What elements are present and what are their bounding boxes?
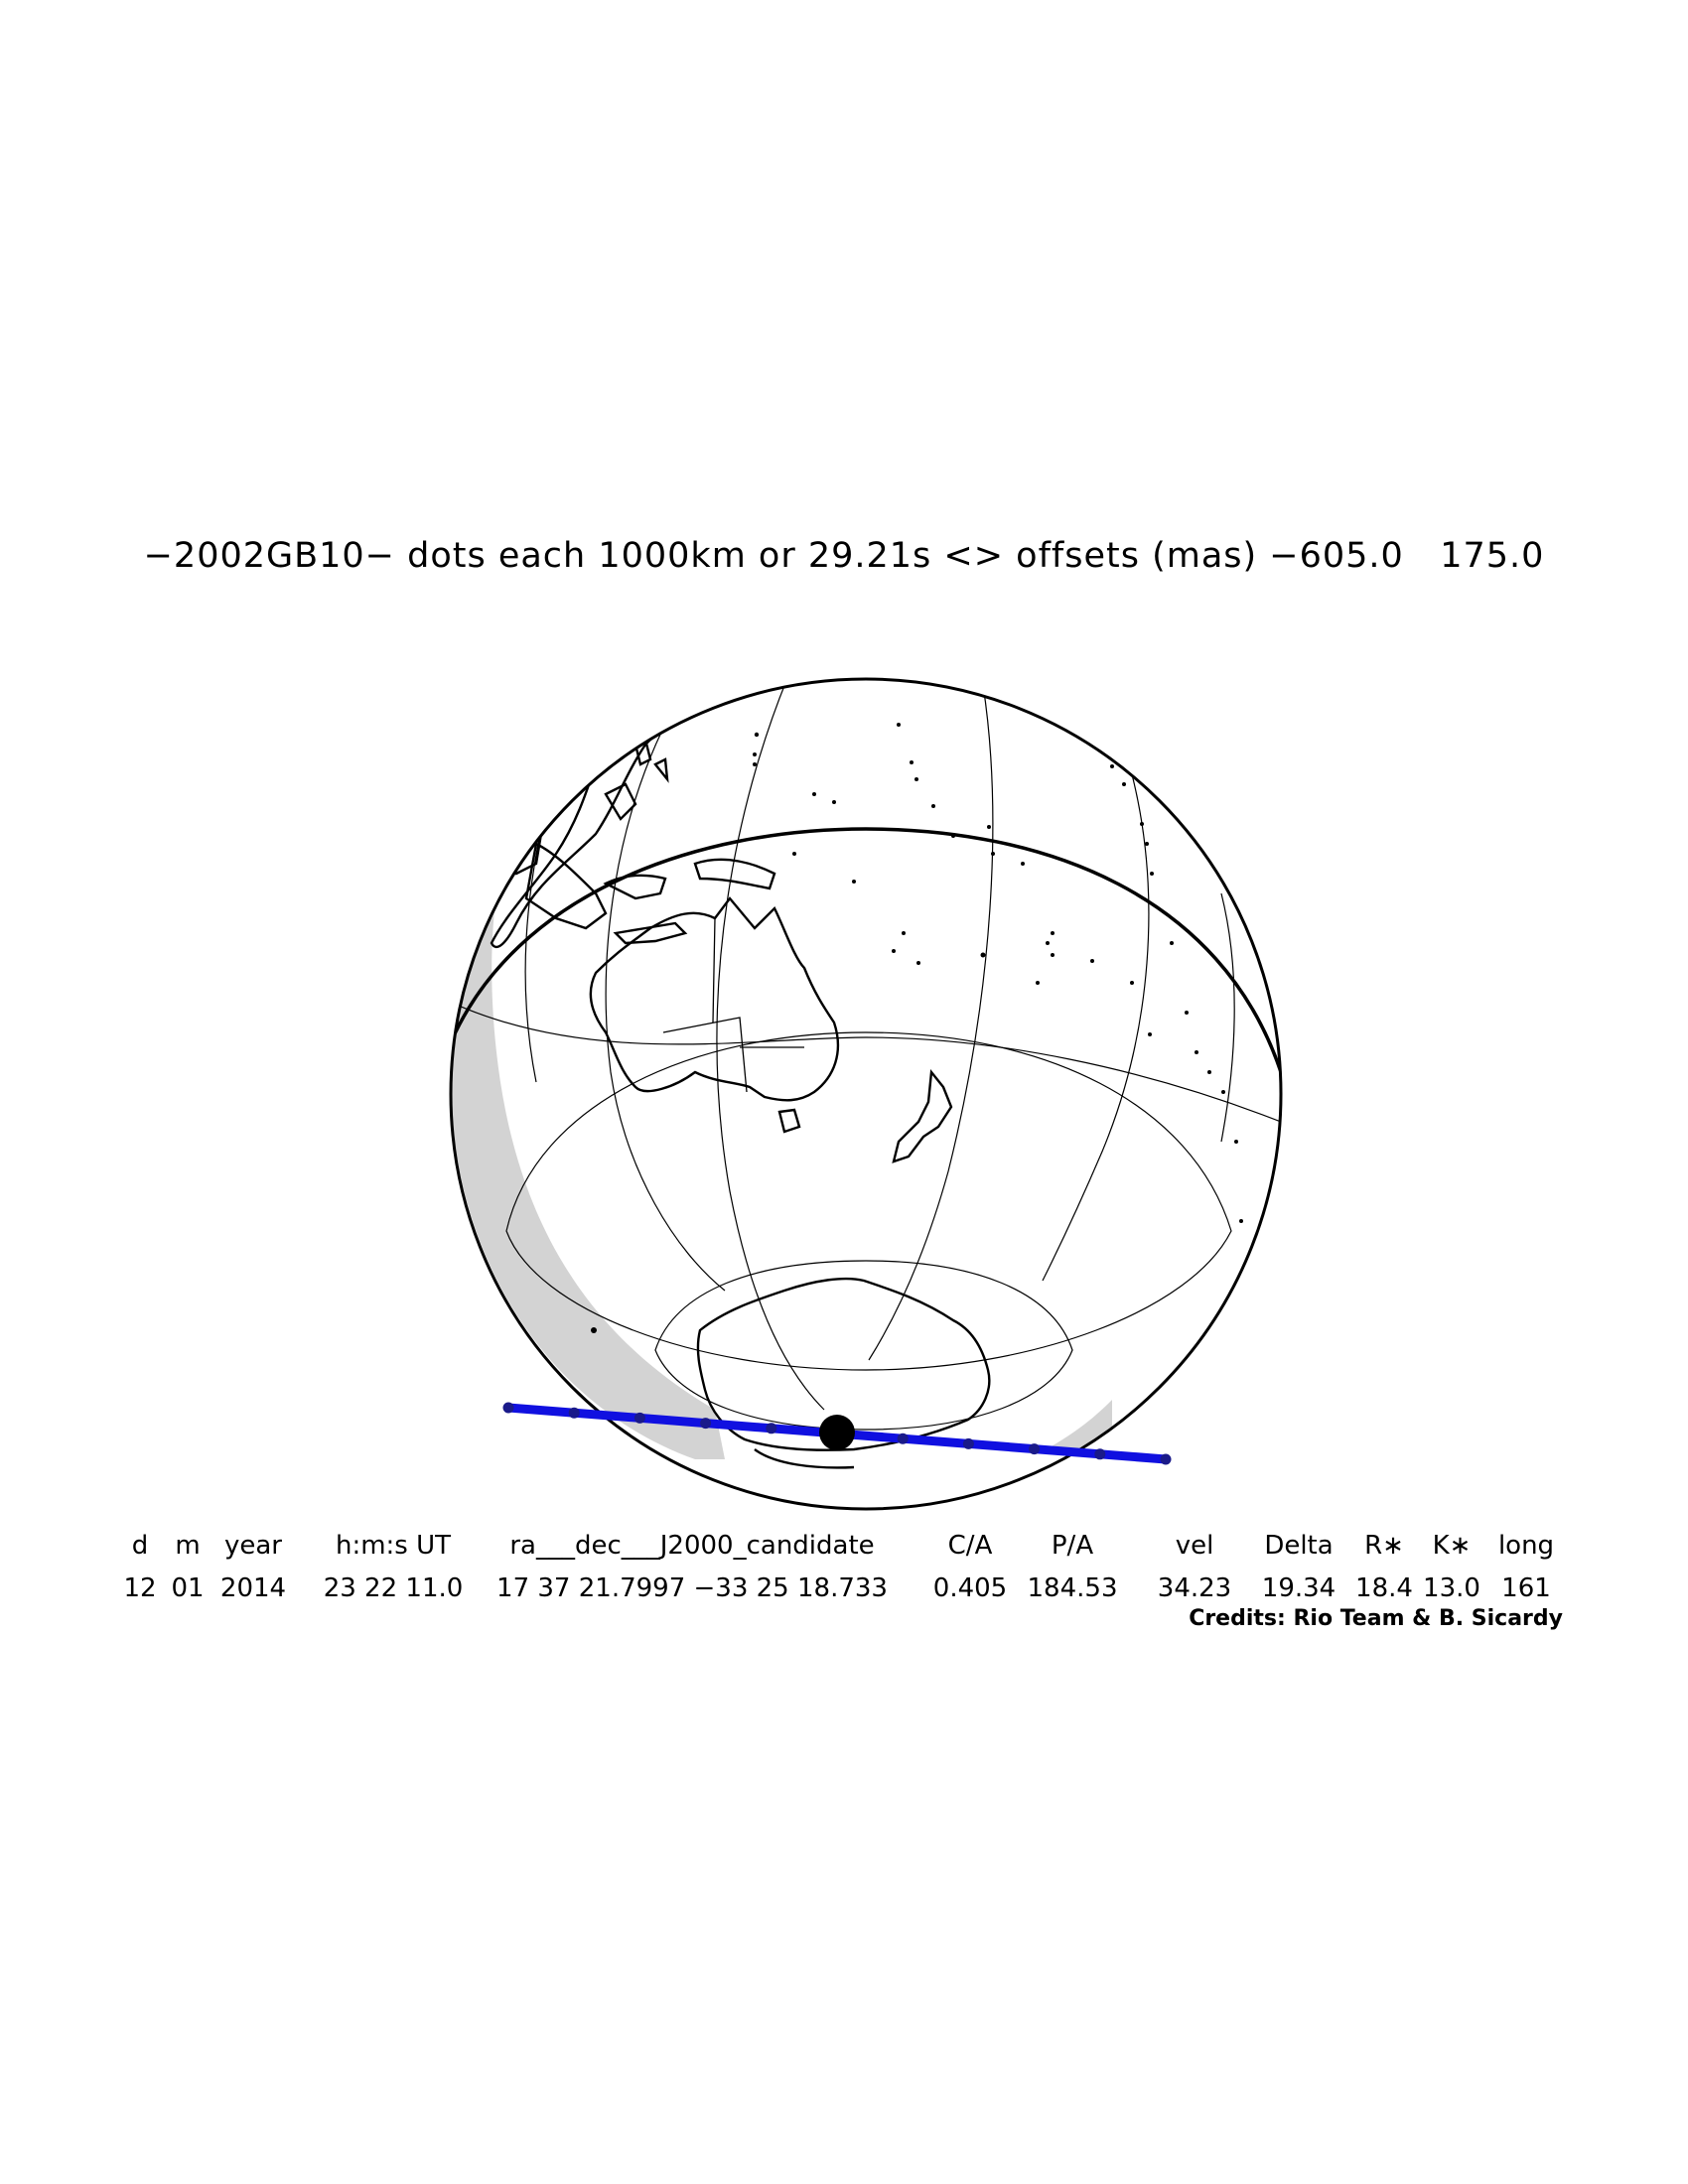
new-zealand-outline (892, 1068, 953, 1163)
table-value: 2014 (219, 1573, 287, 1603)
australia-outline (589, 896, 840, 1102)
table-header: vel (1175, 1531, 1214, 1561)
path-dot (766, 1423, 777, 1434)
table-header: Delta (1264, 1531, 1334, 1561)
pacific-islands (591, 723, 1243, 1333)
terminator-line (451, 827, 1281, 1073)
table-header: h:m:s UT (335, 1531, 452, 1561)
path-dot (1160, 1453, 1172, 1465)
night-shading (451, 695, 1112, 1459)
table-header: m (175, 1531, 201, 1561)
graticule (451, 679, 1281, 1431)
table-header: R∗ (1364, 1531, 1404, 1561)
occultation-path (502, 1402, 1172, 1465)
asia-coastline (490, 679, 738, 949)
table-value: 13.0 (1423, 1573, 1480, 1603)
table-value: 161 (1501, 1573, 1551, 1603)
table-header: long (1497, 1531, 1555, 1561)
table-value: 34.23 (1157, 1573, 1232, 1603)
table-header: P/A (1051, 1531, 1094, 1561)
tasmania-outline (777, 1108, 801, 1134)
table-value: 18.4 (1355, 1573, 1413, 1603)
map-title: −2002GB10− dots each 1000km or 29.21s <>… (143, 536, 1545, 576)
table-value: 184.53 (1027, 1573, 1118, 1603)
path-dot (1094, 1448, 1106, 1460)
path-dot (502, 1402, 514, 1414)
table-value: 19.34 (1261, 1573, 1336, 1603)
table-value: 12 (123, 1573, 157, 1603)
table-header: d (131, 1531, 149, 1561)
table-header: year (223, 1531, 283, 1561)
table-value: 23 22 11.0 (323, 1573, 464, 1603)
path-dot (568, 1407, 580, 1419)
table-value: 0.405 (932, 1573, 1008, 1603)
credits: Credits: Rio Team & B. Sicardy (1189, 1606, 1563, 1631)
australia-borders (662, 917, 804, 1093)
new-guinea-outline (693, 858, 776, 890)
globe-outline (449, 677, 1283, 1511)
closest-approach-dot (819, 1415, 855, 1450)
table-header: C/A (947, 1531, 993, 1561)
table-value: 01 (171, 1573, 205, 1603)
table-header: K∗ (1432, 1531, 1472, 1561)
path-dot (897, 1433, 909, 1444)
path-dot (962, 1437, 974, 1449)
table-value: 17 37 21.7997 −33 25 18.733 (496, 1573, 888, 1603)
path-dot (1029, 1443, 1041, 1455)
path-dot (700, 1418, 712, 1430)
path-dot (633, 1412, 645, 1424)
table-header: ra___dec___J2000_candidate (509, 1531, 875, 1561)
